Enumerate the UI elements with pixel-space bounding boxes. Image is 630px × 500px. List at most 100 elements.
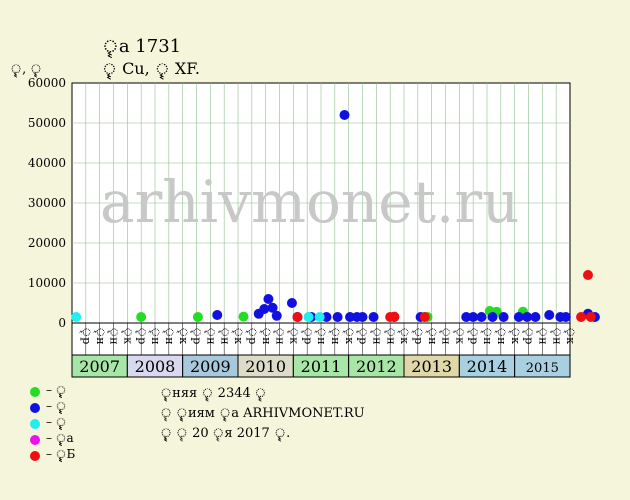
quarter-label: ৄк	[398, 327, 411, 344]
year-labels: 2007 2008 2009 2010 2011 2012 2013 2014 2015	[71, 354, 571, 378]
data-point	[544, 310, 555, 320]
quarter-label: ৄк	[287, 327, 300, 344]
legend-item: – ৄৄৄа	[30, 431, 75, 448]
quarter-label: ৄн	[426, 327, 439, 345]
quarter-label: ৄр	[246, 327, 259, 344]
legend-label: – ৄৄৄৄБ	[46, 447, 76, 461]
data-point	[461, 312, 472, 322]
year-label: 2008	[135, 357, 176, 376]
y-tick-label: 20000	[28, 236, 66, 250]
data-point	[368, 312, 379, 322]
year-label: 2009	[190, 357, 231, 376]
year-label: 2010	[245, 357, 286, 376]
chart-title: ৄৄа 1731	[102, 36, 182, 57]
y-axis-unit: ৄৄ, ৄৄ	[10, 62, 43, 77]
year-label: 2014	[467, 357, 508, 376]
y-tick-label: 50000	[28, 116, 66, 130]
quarter-label: ৄн	[218, 327, 231, 345]
y-tick-labels: 0 10000 20000 30000 40000 50000 60000	[28, 76, 66, 330]
legend-item: – ৄৄৄ	[30, 415, 75, 432]
footer-line-1: ৄৄняя ৄৄ 2344 ৄৄ	[160, 386, 267, 401]
y-tick-label: 30000	[28, 196, 66, 210]
quarter-label: ৄн	[370, 327, 383, 345]
data-point	[271, 310, 282, 321]
quarter-label: ৄн	[550, 327, 563, 345]
data-point	[321, 312, 332, 322]
quarter-label: ৄр	[80, 327, 93, 344]
quarter-label: ৄн	[274, 327, 287, 345]
quarter-label: ৄн	[440, 327, 453, 345]
y-tick-label: 40000	[28, 156, 66, 170]
data-point	[389, 311, 400, 322]
grid-lines	[72, 83, 570, 323]
quarter-label: ৄр	[357, 327, 370, 344]
data-point	[345, 312, 356, 322]
legend-label: – ৄৄৄа	[46, 431, 74, 445]
quarter-label: ৄн	[315, 327, 328, 345]
y-tick-label: 10000	[28, 276, 66, 290]
year-label: 2007	[79, 357, 120, 376]
quarter-label: ৄн	[495, 327, 508, 345]
quarter-label: ৄк	[177, 327, 190, 344]
year-label: 2011	[301, 357, 342, 376]
legend: – ৄৄৄ – ৄৄৄ – ৄৄৄ – ৄৄৄа – ৄৄৄৄБ	[30, 383, 76, 464]
data-point	[522, 312, 533, 322]
quarter-label: ৄн	[163, 327, 176, 345]
quarter-label: ৄн	[329, 327, 342, 345]
data-point	[259, 304, 270, 314]
data-point	[585, 312, 596, 322]
legend-item: – ৄৄৄৄБ	[30, 447, 76, 464]
data-point	[498, 312, 509, 322]
quarter-label: ৄк	[509, 327, 522, 344]
quarter-label: ৄр	[523, 327, 536, 344]
chart-canvas: arhivmonet.ru 0 10000 20000 30000 40000 50000…	[28, 76, 600, 378]
data-point	[468, 312, 479, 322]
quarter-label: ৄр	[412, 327, 425, 344]
data-point	[339, 110, 350, 120]
footer-note: ৄৄняя ৄৄ 2344 ৄৄ ৄ ৄৄৄиям ৄৄа ARHIVMONET…	[160, 384, 365, 444]
year-band	[514, 354, 571, 378]
data-point	[476, 312, 487, 322]
quarter-label: ৄн	[108, 327, 121, 345]
data-point	[419, 312, 430, 322]
chart-subtitle: ৄৄৄ Cu, ৄৄৄ XF.	[102, 59, 200, 78]
quarter-label: ৄн	[536, 327, 549, 345]
data-point	[513, 312, 524, 322]
data-point	[530, 312, 541, 322]
data-point	[212, 310, 223, 320]
data-point	[332, 312, 343, 322]
quarter-label: ৄн	[481, 327, 494, 345]
quarter-label: ৄк	[564, 327, 577, 344]
legend-label: – ৄৄৄ	[46, 399, 67, 413]
y-tick-label: 0	[58, 316, 66, 330]
quarter-label: ৄр	[135, 327, 148, 344]
legend-label: – ৄৄৄ	[46, 383, 67, 397]
data-point	[136, 312, 147, 322]
footer-line-2: ৄ ৄৄৄиям ৄৄа ARHIVMONET.RU	[160, 406, 365, 421]
data-point	[487, 312, 498, 322]
legend-dot	[30, 403, 40, 413]
data-point	[192, 312, 203, 322]
year-label: 2015	[526, 361, 559, 376]
data-point	[71, 312, 82, 322]
y-tick-label: 60000	[28, 76, 66, 90]
legend-item: – ৄৄৄ	[30, 399, 75, 416]
quarter-label: ৄн	[204, 327, 217, 345]
quarter-label: ৄр	[467, 327, 480, 344]
legend-dot	[30, 451, 40, 461]
year-label: 2013	[411, 357, 452, 376]
quarter-label: ৄр	[191, 327, 204, 344]
data-point	[303, 312, 314, 322]
legend-item: – ৄৄৄ	[30, 383, 75, 400]
data-point	[286, 298, 297, 308]
data-point	[576, 312, 587, 322]
quarter-label: ৄн	[94, 327, 107, 345]
legend-dot	[30, 387, 40, 397]
quarter-label: ৄк	[453, 327, 466, 344]
legend-label: – ৄৄৄ	[46, 415, 67, 429]
watermark: arhivmonet.ru	[100, 168, 519, 236]
year-label: 2012	[356, 357, 397, 376]
quarter-label: ৄн	[149, 327, 162, 345]
data-point	[263, 294, 274, 304]
data-point	[292, 312, 303, 322]
